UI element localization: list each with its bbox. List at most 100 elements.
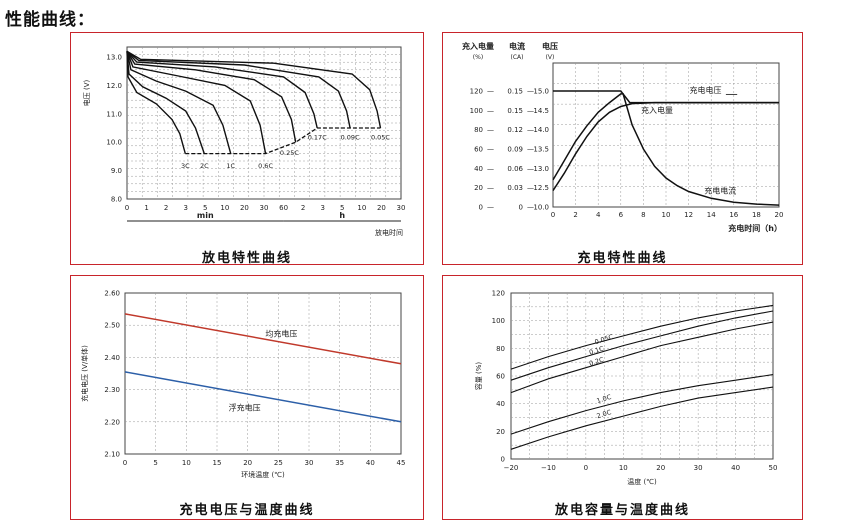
discharge-series-0.05C <box>126 50 382 129</box>
charge-col-unit: (CA) <box>511 54 524 61</box>
discharge-ytick-label: 13.0 <box>106 54 122 62</box>
charge-tick-mark: — <box>527 126 534 134</box>
discharge-rate-label: 1C <box>226 162 235 170</box>
discharge-series-0.09C <box>126 50 351 129</box>
discharge-ytick-label: 9.0 <box>111 167 122 175</box>
dtemp-xtick-label: 10 <box>619 464 628 472</box>
charge-tick-mark: — <box>527 146 534 154</box>
discharge-xtick-label: 20 <box>377 204 386 212</box>
charge-xtick-label: 0 <box>551 211 555 219</box>
charge-tick-mark: — <box>487 165 494 173</box>
charge-xlabel: 充电时间（h） <box>728 223 782 233</box>
charge-xtick-label: 8 <box>641 211 645 219</box>
ctemp-xtick-label: 20 <box>243 459 252 467</box>
dtemp-xtick-label: 50 <box>769 464 778 472</box>
discharge-rate-label: 0.6C <box>258 162 273 170</box>
charge-tick-mark: — <box>487 107 494 115</box>
charge-col-header: 充入电量 <box>462 41 494 51</box>
discharge-xtick-label: 5 <box>203 204 207 212</box>
discharge-rate-label: 0.17C <box>308 133 327 141</box>
discharge-rate-label: 0.25C <box>280 149 299 157</box>
discharge-caption: 放电特性曲线 <box>201 251 292 266</box>
ctemp-ytick-label: 2.50 <box>104 322 120 330</box>
charge-yleft-label: 120 <box>470 88 483 96</box>
charge-yleft-label: 0 <box>479 204 483 212</box>
charge-panel: 充入电量 (%) 电流 (CA) 电压 (V) 120—0.15—15.0 100—0.15—… <box>442 32 803 266</box>
charge-tick-mark: — <box>487 88 494 96</box>
page-title: 性能曲线： <box>5 10 95 30</box>
charge-current-label: 充电电流 <box>704 185 736 195</box>
charge-caption: 充电特性曲线 <box>577 251 668 266</box>
ctemp-ytick-label: 2.20 <box>104 418 120 426</box>
charge-yleft-label: 80 <box>474 126 483 134</box>
charge-yleft-label: 100 <box>470 107 483 115</box>
charge-xtick-label: 4 <box>596 211 601 219</box>
charge-xtick-label: 14 <box>707 211 716 219</box>
discharge-xtick-label: 1 <box>144 204 148 212</box>
ctemp-xlabel: 环境温度 (℃) <box>241 470 285 479</box>
ctemp-ytick-label: 2.10 <box>104 451 120 459</box>
discharge-h-label: h <box>339 211 345 220</box>
charge-tick-mark: — <box>487 146 494 154</box>
charge-voltage-label: 充电电压 <box>690 85 722 95</box>
discharge-series-1C <box>126 51 232 154</box>
charge-yright-label: 13.5 <box>533 146 549 154</box>
charge-yleft-label: 20 <box>474 184 483 192</box>
dtemp-xtick-label: 40 <box>731 464 740 472</box>
dtemp-xtick-label: 30 <box>694 464 703 472</box>
dtemp-ytick-label: 60 <box>496 373 505 381</box>
charge-temp-caption: 充电电压与温度曲线 <box>179 503 315 518</box>
charge-col-unit: (V) <box>546 54 555 61</box>
discharge-series-3C <box>126 51 186 154</box>
charge-yright-label: 14.5 <box>533 107 549 115</box>
ctemp-series-line <box>124 371 402 423</box>
ctemp-xtick-label: 0 <box>123 459 127 467</box>
dtemp-series-label: 1.0C <box>596 393 613 405</box>
dtemp-xtick-label: 0 <box>584 464 588 472</box>
discharge-xtick-label: 2 <box>164 204 168 212</box>
ctemp-xtick-label: 45 <box>397 459 406 467</box>
discharge-series-0.17C <box>126 50 318 129</box>
discharge-ytick-label: 10.0 <box>106 139 122 147</box>
charge-temp-panel: 2.10 2.20 2.30 2.40 2.50 2.60 0 5 10 15 20 25 30 35 40… <box>70 275 424 520</box>
dtemp-ytick-label: 0 <box>501 456 505 464</box>
charge-col-header: 电压 <box>542 41 558 51</box>
dtemp-xtick-label: 20 <box>656 464 665 472</box>
ctemp-equalize-label: 均充电压 <box>265 328 297 338</box>
charge-tick-mark: — <box>487 204 494 212</box>
charge-ymid-label: 0.15 <box>507 107 523 115</box>
dtemp-series-line <box>510 386 774 450</box>
discharge-xtick-label: 0 <box>125 204 129 212</box>
discharge-rate-label: 2C <box>200 162 209 170</box>
dtemp-series-line <box>510 310 774 381</box>
charge-capacity-label: 充入电量 <box>641 105 673 115</box>
ctemp-ytick-label: 2.60 <box>104 290 120 298</box>
discharge-temp-chart: 0 20 40 60 80 100 120 −20 −10 0 10 20 30 40 50 温度 (℃) 容量… <box>474 290 778 487</box>
charge-xtick-label: 18 <box>752 211 761 219</box>
ctemp-ytick-label: 2.40 <box>104 354 120 362</box>
discharge-xlabel: 放电时间 <box>375 228 403 237</box>
charge-tick-mark: — <box>527 165 534 173</box>
ctemp-xtick-label: 35 <box>335 459 344 467</box>
charge-tick-mark: — <box>527 204 534 212</box>
discharge-chart: 8.0 9.0 10.0 11.0 12.0 13.0 电压 (V) 0 1 2 3 5 10 20 30 6… <box>82 46 406 237</box>
charge-col-header: 电流 <box>509 41 525 51</box>
dtemp-series-line <box>510 374 774 435</box>
dtemp-series-line <box>510 321 774 394</box>
discharge-temp-caption: 放电容量与温度曲线 <box>554 503 690 518</box>
charge-yright-label: 12.5 <box>533 184 549 192</box>
ctemp-xtick-label: 15 <box>213 459 222 467</box>
discharge-series-0.25C <box>126 50 297 143</box>
charge-xtick-label: 10 <box>662 211 671 219</box>
charge-ymid-label: 0.06 <box>507 165 523 173</box>
discharge-ytick-label: 8.0 <box>111 196 122 204</box>
charge-col-unit: (%) <box>473 54 483 61</box>
discharge-xtick-label: 30 <box>397 204 406 212</box>
dtemp-xlabel: 温度 (℃) <box>627 477 657 486</box>
discharge-xtick-label: 2 <box>301 204 305 212</box>
dtemp-xtick-label: −20 <box>504 464 519 472</box>
discharge-ytick-label: 12.0 <box>106 82 122 90</box>
ctemp-xtick-label: 5 <box>153 459 157 467</box>
ctemp-ylabel: 充电电压 (V/单体) <box>80 345 89 402</box>
discharge-xtick-label: 10 <box>357 204 366 212</box>
